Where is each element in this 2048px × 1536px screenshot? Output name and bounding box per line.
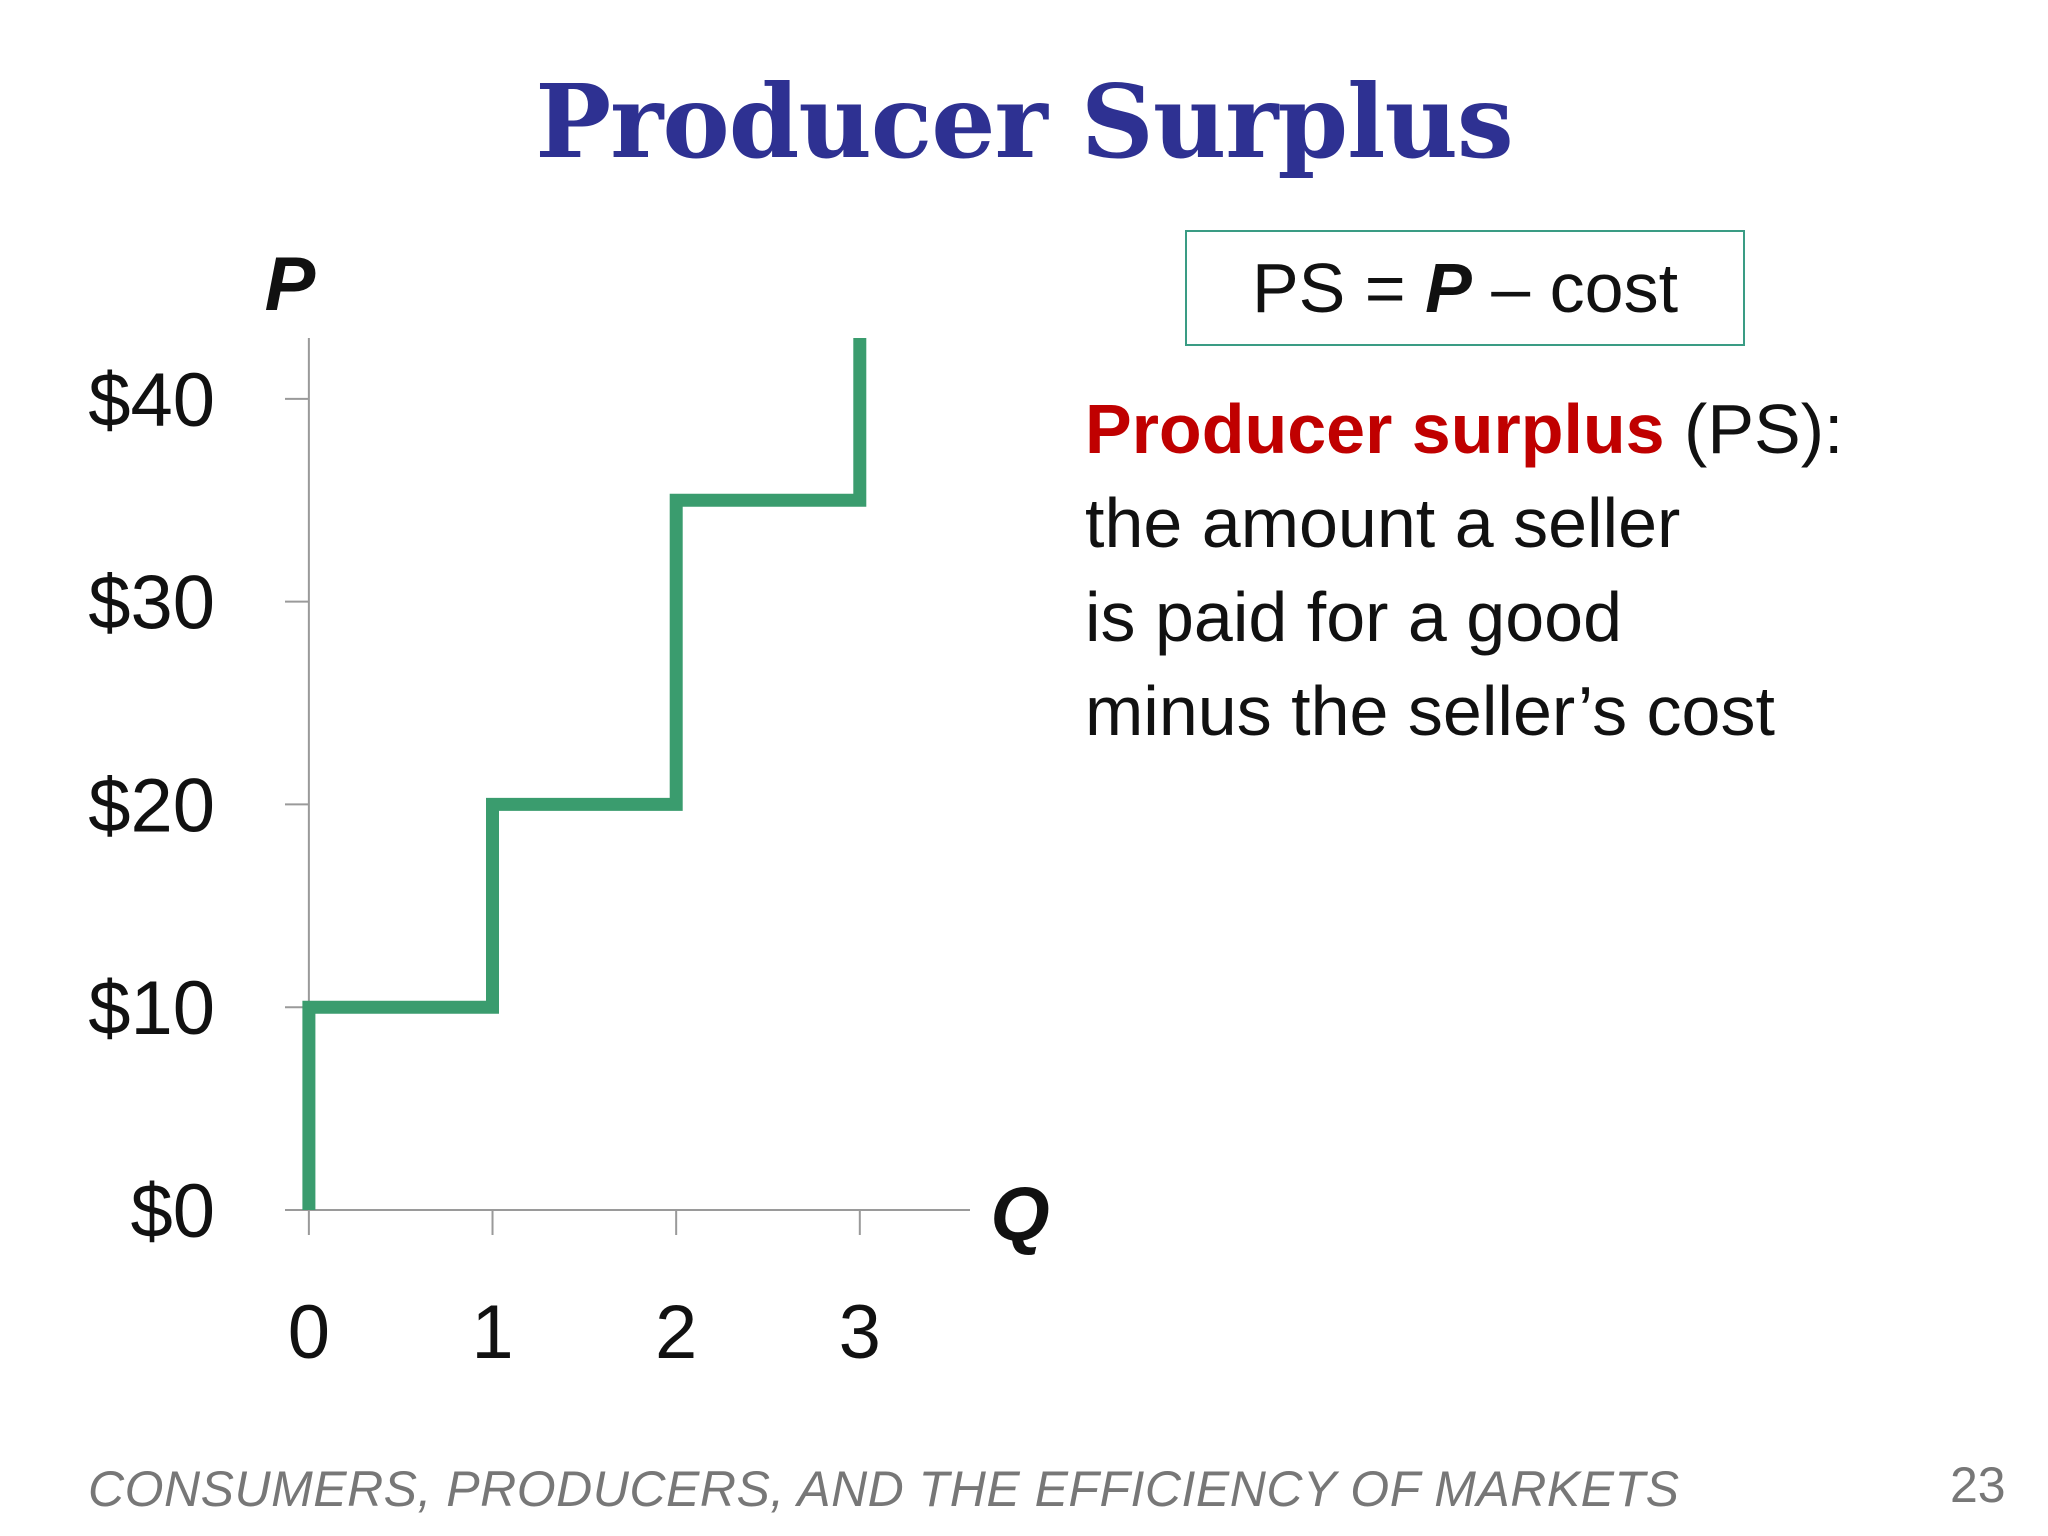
definition-line-1: the amount a seller	[1085, 484, 1681, 562]
definition-first-line: Producer surplus (PS):	[1085, 382, 1985, 476]
y-axis-label: P	[265, 242, 316, 327]
page-number: 23	[1950, 1457, 2006, 1513]
chart-series	[302, 338, 867, 1210]
chart-axes	[285, 338, 970, 1211]
formula-box: PS = P – cost	[1185, 230, 1745, 346]
formula-right: – cost	[1471, 249, 1679, 327]
x-tick-label: 2	[655, 1290, 697, 1375]
x-axis-label: Q	[990, 1172, 1049, 1257]
y-tick-label: $10	[88, 966, 215, 1051]
chart-ticks: $0 $10 $20 $30 $40 0 1 2 3	[88, 358, 881, 1375]
supply-curve-line	[302, 338, 867, 1210]
formula-left: PS =	[1251, 249, 1426, 327]
y-tick-label: $40	[88, 358, 215, 443]
x-tick-label: 0	[288, 1290, 330, 1375]
x-tick-label: 3	[839, 1290, 881, 1375]
y-tick-label: $30	[88, 561, 215, 646]
y-tick-label: $0	[130, 1169, 215, 1254]
slide-title: Producer Surplus	[535, 62, 1514, 181]
x-tick-label: 1	[471, 1290, 513, 1375]
definition-term: Producer surplus	[1085, 390, 1665, 468]
definition-line-2: is paid for a good	[1085, 578, 1623, 656]
footer-text: CONSUMERS, PRODUCERS, AND THE EFFICIENCY…	[88, 1461, 1680, 1517]
definition-line-3: minus the seller’s cost	[1085, 672, 1775, 750]
formula-price: P	[1425, 249, 1472, 327]
y-tick-label: $20	[88, 763, 215, 848]
definition-text: Producer surplus (PS): the amount a sell…	[1085, 382, 1985, 758]
definition-term-suffix: (PS):	[1664, 390, 1844, 468]
